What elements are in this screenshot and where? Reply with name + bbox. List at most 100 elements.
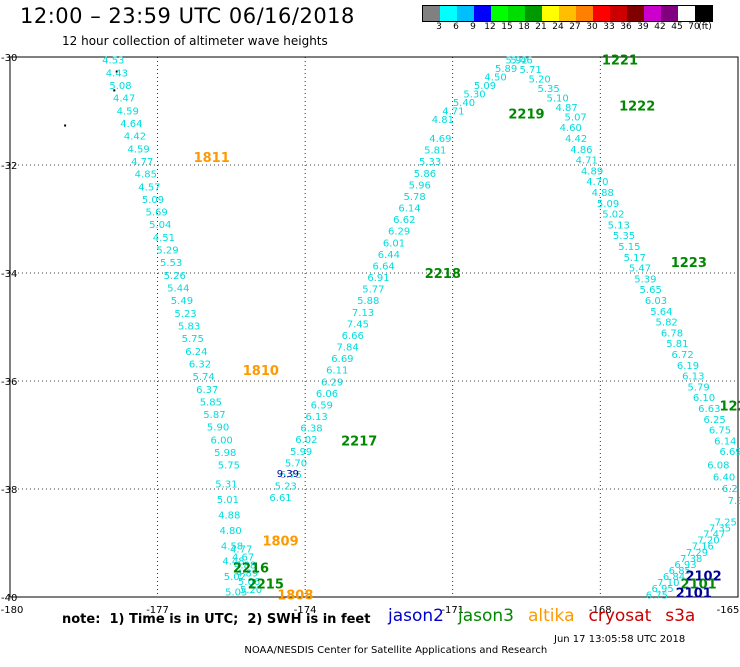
swh-value: 5.89 [495, 64, 517, 75]
swh-value: 6.13 [306, 412, 328, 423]
swh-value: 6.06 [316, 389, 338, 400]
page-subtitle: 12 hour collection of altimeter wave hei… [62, 34, 328, 48]
swh-value: 6.2 [722, 484, 738, 495]
swh-value: 5.90 [207, 423, 229, 434]
swh-value: 4.69 [429, 134, 451, 145]
color-scale-label: 3 [436, 22, 442, 32]
swh-value: 6.61 [269, 493, 291, 504]
pass-time-label: 1811 [194, 151, 230, 166]
x-tick-label: -177 [146, 605, 169, 616]
swh-value: 5.99 [290, 447, 312, 458]
swh-value: 5.70 [285, 458, 307, 469]
swh-value: 5.44 [167, 284, 189, 295]
swh-value: 4.80 [220, 526, 242, 537]
swh-value: 4.88 [234, 561, 256, 572]
footer: NOAA/NESDIS Center for Satellite Applica… [238, 634, 738, 667]
satellite-legend-item: altika [528, 606, 575, 626]
swh-value: 5.09 [597, 199, 619, 210]
swh-value: 7.13 [352, 308, 374, 319]
swh-value: 5.10 [547, 94, 569, 105]
y-tick-label: -32 [1, 161, 17, 172]
x-tick-label: -171 [441, 605, 464, 616]
y-tick-label: -40 [1, 593, 17, 604]
swh-value: 5.74 [192, 372, 214, 383]
swh-value: 5.78 [403, 192, 425, 203]
altimeter-map: -180 -177 -174 -171 -168 -165 -30 -32 -34 -36 -38 -… [1, 53, 740, 616]
swh-value: 5.26 [164, 271, 186, 282]
y-tick-label: -30 [1, 53, 17, 64]
swh-value: 6.63 [698, 404, 720, 415]
swh-value: 4.59 [127, 144, 149, 155]
satellite-legend-item: jason3 [458, 606, 514, 626]
swh-value: 6.13 [682, 372, 704, 383]
swh-value: 6.75 [709, 426, 731, 437]
color-scale-label: 27 [569, 22, 581, 32]
swh-value: 5.98 [214, 448, 236, 459]
swh-value: 7.35 [709, 523, 731, 534]
swh-value: 6.66 [342, 331, 364, 342]
swh-value: 4.53 [102, 56, 124, 67]
swh-value: 6.11 [326, 366, 348, 377]
swh-value: 6.01 [383, 238, 405, 249]
map-frame [9, 56, 739, 598]
color-swatch [559, 6, 576, 21]
swh-value: 4.85 [135, 170, 157, 181]
color-scale-label: 36 [620, 22, 632, 32]
swh-value: 5.05 [225, 588, 247, 599]
color-swatch [508, 6, 525, 21]
swh-value: 5.01 [217, 495, 239, 506]
pass-time-label: 2219 [508, 108, 544, 123]
swh-value: 6.14 [714, 436, 736, 447]
pass-time-label: 1810 [243, 364, 279, 379]
color-scale-label: 15 [501, 22, 513, 32]
swh-value: 6.84 [663, 572, 685, 583]
swh-value: 5.20 [528, 75, 550, 86]
swh-value: 5.75 [182, 334, 204, 345]
swh-value: 6.25 [704, 415, 726, 426]
color-swatch [491, 6, 508, 21]
swh-value: 5.77 [362, 285, 384, 296]
swh-value: 6.91 [367, 273, 389, 284]
swh-value: 5.29 [156, 246, 178, 257]
swh-value: 5.85 [200, 397, 222, 408]
swh-value: 6.72 [672, 350, 694, 361]
swh-value: 5.92 [506, 56, 528, 67]
swh-value: 7.10 [657, 578, 679, 589]
color-swatch [576, 6, 593, 21]
swh-value: 5.96 [409, 180, 431, 191]
island-dot [115, 70, 118, 73]
swh-value: 4.71 [576, 156, 598, 167]
pass-time-label: 1221 [602, 54, 638, 69]
x-tick-label: -165 [717, 605, 740, 616]
footer-timestamp: Jun 17 13:05:58 UTC 2018 [554, 634, 686, 645]
swh-value: 6.29 [321, 377, 343, 388]
pass-time-label: 122 [720, 399, 740, 414]
swh-value: 6.75 [280, 470, 302, 481]
color-swatch [542, 6, 559, 21]
color-scale-bar [422, 5, 713, 22]
color-scale-label: 9 [470, 22, 476, 32]
swh-value: 6.24 [185, 347, 207, 358]
swh-value: 6.44 [378, 250, 400, 261]
swh-value: 4.59 [117, 106, 139, 117]
swh-value: 6.03 [645, 296, 667, 307]
swh-value: 6.00 [211, 435, 233, 446]
color-scale-label: 33 [603, 22, 615, 32]
swh-value: 5.06 [238, 577, 260, 588]
swh-value: 4.47 [113, 94, 135, 105]
swh-value: 7.45 [347, 319, 369, 330]
page-title: 12:00 – 23:59 UTC 06/16/2018 [20, 4, 355, 28]
color-scale-label: 21 [535, 22, 547, 32]
pass-time-label: 2218 [425, 267, 461, 282]
swh-value: 4.58 [221, 541, 243, 552]
swh-value: 6.32 [189, 359, 211, 370]
satellite-legend-item: s3a [665, 606, 696, 626]
swh-value: 5.35 [537, 84, 559, 95]
swh-value: 5.40 [453, 98, 475, 109]
swh-value: 5.82 [656, 318, 678, 329]
swh-value: 6.19 [677, 361, 699, 372]
swh-value: 6.40 [713, 472, 735, 483]
swh-value: 5.64 [650, 307, 672, 318]
pass-time-label: 1223 [671, 256, 707, 271]
swh-value: 5.83 [178, 321, 200, 332]
